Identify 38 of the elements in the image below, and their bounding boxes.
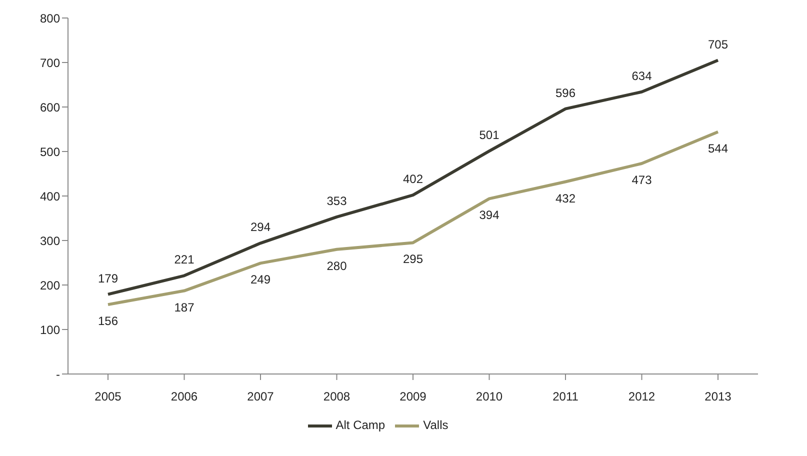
data-label: 280 xyxy=(326,258,348,273)
x-tick-label: 2005 xyxy=(94,390,122,404)
y-tick-label: 700 xyxy=(40,56,60,70)
y-tick-label: 300 xyxy=(40,234,60,248)
y-tick-label: 500 xyxy=(40,144,60,159)
y-tick-label: 400 xyxy=(40,189,60,204)
data-label: 294 xyxy=(250,220,271,234)
data-label: 221 xyxy=(174,252,195,267)
x-tick-label: 2006 xyxy=(170,390,198,404)
data-label: 394 xyxy=(479,208,500,222)
x-tick-label: 2013 xyxy=(704,390,732,404)
data-label: 156 xyxy=(98,314,118,328)
legend-label: Valls xyxy=(423,418,448,432)
data-label: 353 xyxy=(326,194,348,208)
x-tick-label: 2010 xyxy=(476,390,503,404)
data-label: 705 xyxy=(708,37,728,52)
data-label: 295 xyxy=(402,252,424,266)
x-tick-label: 2009 xyxy=(400,390,427,404)
data-label: 634 xyxy=(632,68,652,83)
legend-label: Alt Camp xyxy=(336,418,386,432)
data-label: 596 xyxy=(555,86,576,100)
data-label: 544 xyxy=(708,141,728,156)
data-label: 473 xyxy=(632,173,652,188)
x-tick-label: 2012 xyxy=(628,390,656,404)
data-label: 249 xyxy=(250,272,271,287)
data-label: 179 xyxy=(98,271,118,286)
data-label: 187 xyxy=(174,300,195,314)
y-tick-label: 100 xyxy=(40,322,60,337)
y-tick-label: 800 xyxy=(40,11,60,26)
x-tick-label: 2011 xyxy=(552,390,579,404)
y-tick-label: - xyxy=(56,367,60,382)
x-tick-label: 2008 xyxy=(323,390,350,404)
data-label: 432 xyxy=(555,191,576,206)
y-tick-label: 200 xyxy=(40,278,60,292)
data-label: 402 xyxy=(402,172,424,186)
data-label: 501 xyxy=(479,128,500,142)
y-tick-label: 600 xyxy=(40,100,60,114)
x-tick-label: 2007 xyxy=(247,390,274,404)
